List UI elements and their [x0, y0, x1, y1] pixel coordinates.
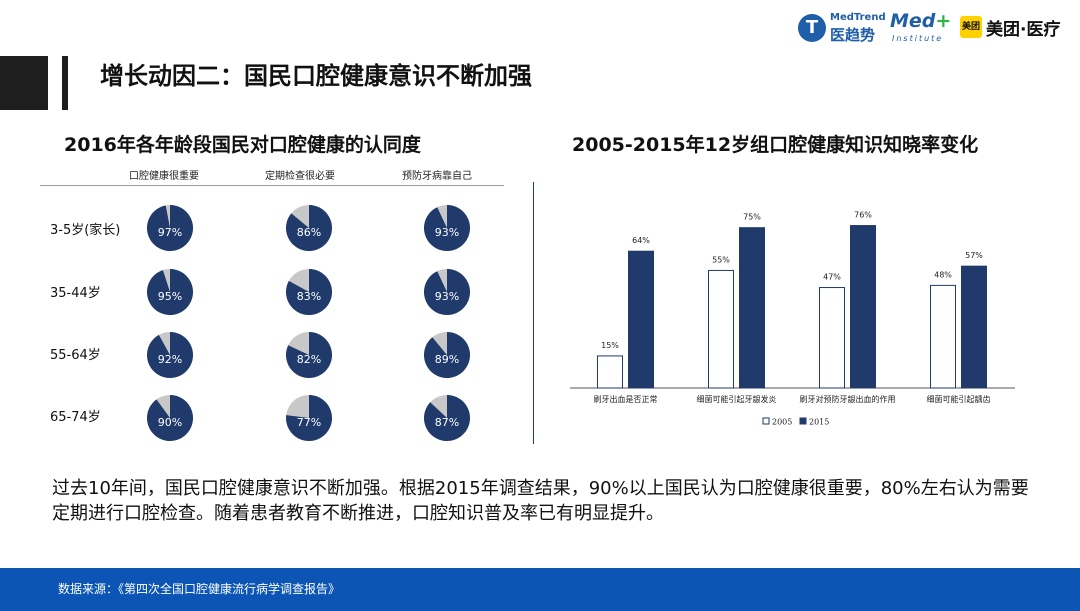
- bar-value-label: 55%: [712, 255, 730, 264]
- legend-label: 2015: [809, 418, 829, 427]
- pie-chart: 87%: [424, 395, 470, 441]
- pie-slice: [147, 395, 193, 441]
- bar-chart-title: 2005-2015年12岁组口腔健康知识知晓率变化: [572, 134, 979, 156]
- pie-slice: [286, 332, 332, 378]
- pie-slice: [147, 332, 193, 378]
- bar-value-label: 76%: [854, 211, 872, 220]
- bar-value-label: 75%: [743, 213, 761, 222]
- pie-slice: [147, 205, 193, 251]
- pie-slice: [424, 205, 470, 251]
- med-logo-sub: Institute: [892, 34, 944, 43]
- pie-value-label: 92%: [158, 353, 182, 366]
- bar-2015: [961, 265, 987, 389]
- medtrend-logo-en: MedTrend: [830, 12, 886, 23]
- bar-2005: [597, 355, 623, 389]
- pie-value-label: 82%: [297, 353, 321, 366]
- pie-value-label: 97%: [158, 226, 182, 239]
- bar-category-label: 细菌可能引起龋齿: [927, 394, 991, 404]
- pie-chart: 90%: [147, 395, 193, 441]
- pie-chart: 93%: [424, 269, 470, 315]
- pie-chart: 92%: [147, 332, 193, 378]
- legend-label: 2005: [772, 418, 792, 427]
- pie-chart: 97%: [147, 205, 193, 251]
- data-source-note: 数据来源：《第四次全国口腔健康流行病学调查报告》: [58, 582, 341, 596]
- bar-category-label: 刷牙对预防牙龈出血的作用: [800, 394, 896, 404]
- meituan-logo-box: 美团: [960, 16, 982, 38]
- pie-chart-title: 2016年各年龄段国民对口腔健康的认同度: [64, 134, 421, 156]
- pie-header-divider: [40, 185, 504, 186]
- pie-chart: 77%: [286, 395, 332, 441]
- bar-value-label: 47%: [823, 273, 841, 282]
- medtrend-t-icon: T: [798, 14, 826, 42]
- medtrend-logo-cn: 医趋势: [830, 26, 876, 44]
- bar-category-label: 细菌可能引起牙龈发炎: [697, 394, 777, 404]
- pie-chart: 86%: [286, 205, 332, 251]
- pie-slice: [286, 395, 332, 441]
- pie-chart: 83%: [286, 269, 332, 315]
- med-logo-plus: +: [935, 10, 952, 32]
- header-decor-block: [0, 56, 48, 110]
- pie-value-label: 90%: [158, 416, 182, 429]
- bar-2005: [930, 284, 956, 389]
- header-decor-bar: [62, 56, 68, 110]
- pie-value-label: 77%: [297, 416, 321, 429]
- pie-slice: [424, 269, 470, 315]
- bar-2015: [739, 227, 765, 389]
- bar-value-label: 64%: [632, 236, 650, 245]
- pie-slice: [424, 332, 470, 378]
- bar-2015: [628, 250, 654, 389]
- bar-value-label: 48%: [934, 270, 952, 279]
- bar-2015: [850, 225, 876, 389]
- pie-column-header: 预防牙病靠自己: [402, 171, 472, 182]
- meituan-logo: 美团 美团·医疗: [960, 14, 1074, 42]
- med-logo-main: Med: [890, 10, 936, 32]
- pie-chart: 93%: [424, 205, 470, 251]
- chart-divider: [533, 182, 534, 444]
- pie-value-label: 87%: [435, 416, 459, 429]
- med-institute-logo: Med+ Institute: [890, 10, 954, 46]
- pie-value-label: 93%: [435, 290, 459, 303]
- bar-2005: [708, 269, 734, 389]
- pie-slice: [424, 395, 470, 441]
- legend-swatch: [762, 417, 770, 425]
- pie-column-header: 口腔健康很重要: [129, 171, 199, 182]
- pie-value-label: 83%: [297, 290, 321, 303]
- pie-value-label: 89%: [435, 353, 459, 366]
- pie-row-label: 55-64岁: [50, 348, 101, 363]
- pie-slice: [147, 269, 193, 315]
- pie-chart: 82%: [286, 332, 332, 378]
- pie-row-label: 65-74岁: [50, 410, 101, 425]
- pie-chart: 95%: [147, 269, 193, 315]
- pie-row-label: 3-5岁(家长): [50, 223, 121, 238]
- bar-2005: [819, 287, 845, 389]
- pie-slice: [286, 269, 332, 315]
- summary-paragraph: 过去10年间，国民口腔健康意识不断加强。根据2015年调查结果，90%以上国民认…: [52, 478, 1029, 524]
- medtrend-logo: T MedTrend 医趋势: [798, 12, 886, 46]
- legend-swatch: [799, 417, 807, 425]
- footer-bar: 数据来源：《第四次全国口腔健康流行病学调查报告》: [0, 568, 1080, 611]
- pie-value-label: 86%: [297, 226, 321, 239]
- meituan-logo-text: 美团·医疗: [986, 20, 1061, 40]
- pie-value-label: 93%: [435, 226, 459, 239]
- bar-value-label: 57%: [965, 251, 983, 260]
- bar-value-label: 15%: [601, 341, 619, 350]
- bar-chart: 15% 64% 刷牙出血是否正常 55% 75% 细菌可能引起牙龈发炎 47% 76% 刷牙对预…: [570, 211, 1015, 427]
- pie-value-label: 95%: [158, 290, 182, 303]
- pie-row-label: 35-44岁: [50, 286, 101, 301]
- pie-slice: [286, 205, 332, 251]
- bar-category-label: 刷牙出血是否正常: [594, 394, 658, 404]
- pie-chart: 89%: [424, 332, 470, 378]
- pie-column-header: 定期检查很必要: [265, 171, 335, 182]
- page-title: 增长动因二：国民口腔健康意识不断加强: [100, 62, 532, 90]
